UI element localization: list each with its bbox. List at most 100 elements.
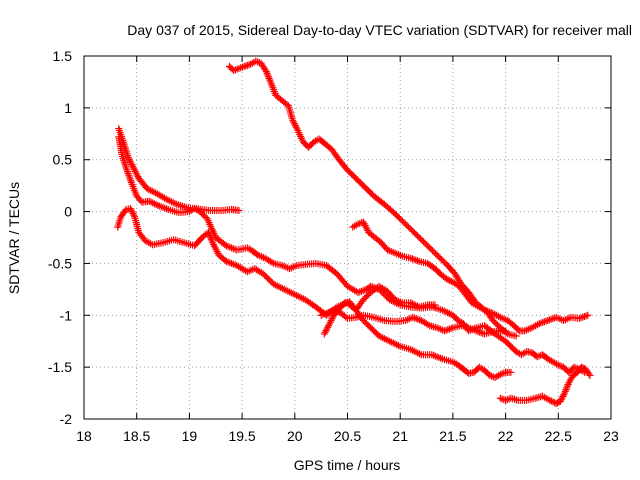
y-tick-label: -1.5 — [48, 359, 72, 375]
data-point — [152, 201, 160, 209]
data-point — [561, 389, 569, 397]
data-point — [259, 270, 267, 278]
data-point — [407, 299, 415, 307]
data-point — [265, 74, 273, 82]
data-point — [235, 207, 243, 215]
data-point — [420, 238, 428, 246]
data-point — [394, 213, 402, 221]
data-point — [127, 206, 135, 214]
data-point — [381, 291, 389, 299]
y-tick-label: 0 — [64, 204, 72, 220]
data-point — [148, 187, 156, 195]
data-point — [412, 256, 420, 264]
data-point — [563, 382, 571, 390]
series-arc-4 — [225, 57, 592, 335]
data-point — [537, 319, 545, 327]
data-point — [206, 232, 214, 240]
data-point — [542, 317, 550, 325]
data-point — [556, 397, 564, 405]
data-point — [561, 387, 569, 395]
data-point — [208, 237, 216, 245]
data-point — [354, 288, 362, 296]
series-arc-5 — [320, 282, 439, 338]
y-tick-label: 1 — [64, 100, 72, 116]
data-point — [544, 316, 552, 324]
data-point — [546, 396, 554, 404]
x-tick-label: 22.5 — [545, 428, 572, 444]
data-point — [579, 313, 587, 321]
data-point — [407, 226, 415, 234]
data-point — [261, 271, 269, 279]
tick-labels: 18 18.5 19 19.5 20 20.5 21 21.5 22 22.5 23 -2 -1.5 -1… — [48, 48, 619, 444]
data-point — [540, 318, 548, 326]
data-point — [407, 254, 415, 262]
data-point — [421, 239, 429, 247]
data-point — [147, 186, 155, 194]
data-point — [400, 219, 408, 227]
data-point — [411, 229, 419, 237]
data-point — [547, 315, 555, 323]
data-point — [409, 313, 417, 321]
data-point — [411, 314, 419, 322]
data-point — [323, 325, 331, 333]
data-point — [442, 326, 450, 334]
data-point — [545, 316, 553, 324]
data-point — [577, 314, 585, 322]
data-point — [413, 257, 421, 265]
x-tick-label: 18.5 — [123, 428, 150, 444]
data-point — [585, 370, 593, 378]
data-point — [535, 320, 543, 328]
data-point — [262, 68, 270, 76]
data-point — [403, 221, 411, 229]
data-point — [582, 312, 590, 320]
data-point — [414, 315, 422, 323]
x-tick-label: 19.5 — [228, 428, 255, 444]
data-point — [436, 254, 444, 262]
data-point — [431, 301, 439, 309]
data-point — [412, 315, 420, 323]
data-point — [447, 324, 455, 332]
data-point — [415, 233, 423, 241]
data-point — [398, 217, 406, 225]
series-arc-7 — [349, 218, 520, 340]
data-point — [560, 391, 568, 399]
data-point — [361, 286, 369, 294]
data-point — [145, 186, 153, 194]
data-point — [204, 228, 212, 236]
data-point — [435, 253, 443, 261]
data-point — [477, 329, 485, 337]
data-point — [266, 76, 274, 84]
data-point — [562, 386, 570, 394]
data-point — [559, 392, 567, 400]
data-point — [410, 255, 418, 263]
data-point — [432, 250, 440, 258]
data-point — [438, 256, 446, 264]
data-point — [145, 197, 153, 205]
y-tick-label: 0.5 — [53, 152, 73, 168]
data-point — [359, 287, 367, 295]
data-point — [409, 227, 417, 235]
data-point — [128, 208, 136, 216]
y-tick-label: -0.5 — [48, 255, 72, 271]
data-point — [426, 244, 434, 252]
series-arc-8 — [496, 363, 594, 407]
y-tick-label: -1 — [60, 307, 73, 323]
data-point — [264, 274, 272, 282]
data-point — [424, 321, 432, 329]
data-point — [205, 230, 213, 238]
data-point — [126, 204, 134, 212]
series-arc-6 — [317, 306, 510, 338]
data-point — [265, 276, 273, 284]
data-point — [367, 282, 375, 290]
data-point — [558, 394, 566, 402]
x-tick-label: 23 — [603, 428, 619, 444]
data-point — [423, 241, 431, 249]
data-point — [472, 327, 480, 335]
data-point — [324, 323, 332, 331]
x-tick-label: 22 — [498, 428, 514, 444]
data-point — [564, 380, 572, 388]
data-point — [418, 236, 426, 244]
data-point — [433, 251, 441, 259]
y-tick-label: 1.5 — [53, 48, 73, 64]
data-point — [395, 214, 403, 222]
